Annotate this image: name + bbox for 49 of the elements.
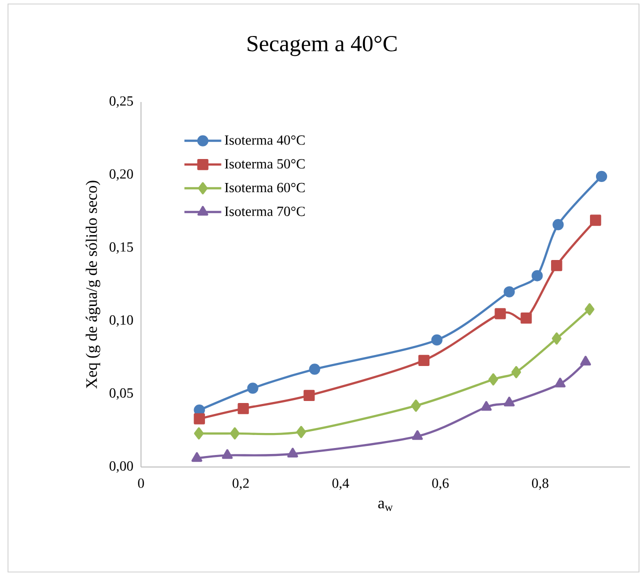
point: [309, 364, 320, 375]
point: [554, 378, 566, 388]
point: [511, 366, 522, 378]
point: [287, 448, 298, 458]
point: [296, 426, 306, 438]
y-tick-label: 0,15: [110, 242, 133, 254]
point: [194, 427, 204, 440]
x-tick-label: 0: [138, 478, 144, 488]
point: [247, 382, 258, 394]
y-tick-label: 0,05: [110, 388, 133, 400]
point: [222, 449, 233, 459]
point: [520, 312, 532, 324]
point: [194, 413, 205, 424]
chart-title: Secagem a 40°C: [248, 36, 397, 56]
legend-label: Isoterma 50°C: [224, 159, 305, 169]
point: [580, 356, 591, 366]
point: [596, 170, 608, 182]
point: [494, 308, 506, 320]
legend-label: Isoterma 60°C: [224, 182, 305, 192]
point: [191, 452, 202, 462]
legend-label: Isoterma 40°C: [224, 135, 305, 145]
x-tick-label: 0,6: [432, 478, 449, 490]
point: [412, 430, 423, 440]
x-tick-label: 0,8: [532, 478, 548, 490]
y-axis-title: Xeq (g de água/g de sólido seco): [86, 180, 100, 389]
y-tick-label: 0,25: [110, 96, 133, 108]
y-tick-label: 0,20: [110, 169, 133, 181]
point: [551, 260, 562, 272]
y-tick-label: 0,00: [110, 461, 133, 473]
point: [431, 334, 442, 346]
point: [504, 396, 515, 406]
point: [488, 373, 498, 386]
point: [584, 303, 594, 316]
point: [504, 286, 515, 298]
point: [480, 401, 492, 411]
x-tick-label: 0,4: [332, 478, 350, 490]
point: [238, 403, 249, 414]
point: [304, 390, 315, 402]
x-tick-label: 0,2: [232, 478, 249, 490]
point: [532, 270, 543, 282]
x-axis-title: a$_{w}$: [378, 500, 393, 511]
point: [552, 219, 564, 230]
y-tick-label: 0,10: [110, 315, 133, 327]
point: [590, 214, 602, 226]
legend-label: Isoterma 70°C: [224, 206, 305, 216]
point: [552, 332, 562, 345]
point: [418, 354, 430, 366]
point: [230, 427, 240, 440]
point: [411, 400, 421, 412]
